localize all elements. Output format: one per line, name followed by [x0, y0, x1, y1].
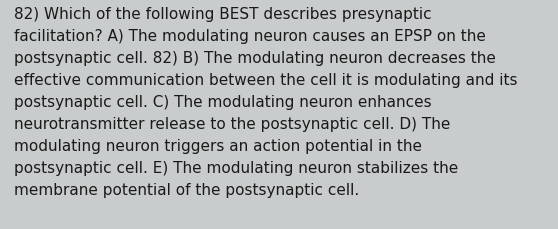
- Text: 82) Which of the following BEST describes presynaptic
facilitation? A) The modul: 82) Which of the following BEST describe…: [14, 7, 517, 197]
